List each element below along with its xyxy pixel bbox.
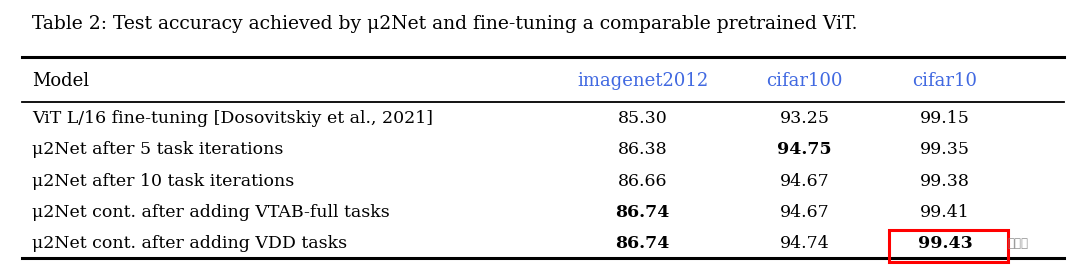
Text: Model: Model xyxy=(32,72,90,90)
Text: imagenet2012: imagenet2012 xyxy=(577,72,708,90)
Text: cifar10: cifar10 xyxy=(913,72,977,90)
Text: μ2Net after 10 task iterations: μ2Net after 10 task iterations xyxy=(32,173,295,190)
Text: 99.15: 99.15 xyxy=(920,110,970,127)
Text: 86.66: 86.66 xyxy=(618,173,667,190)
Text: μ2Net cont. after adding VDD tasks: μ2Net cont. after adding VDD tasks xyxy=(32,235,348,252)
Text: 86.74: 86.74 xyxy=(616,204,670,221)
Text: μ2Net cont. after adding VTAB-full tasks: μ2Net cont. after adding VTAB-full tasks xyxy=(32,204,390,221)
Text: 94.67: 94.67 xyxy=(780,173,829,190)
Text: 99.38: 99.38 xyxy=(920,173,970,190)
Text: 中文网: 中文网 xyxy=(1008,237,1028,250)
Text: 86.74: 86.74 xyxy=(616,235,670,252)
Text: 93.25: 93.25 xyxy=(780,110,829,127)
Text: 94.75: 94.75 xyxy=(778,141,832,158)
Text: cifar100: cifar100 xyxy=(767,72,842,90)
Text: 94.74: 94.74 xyxy=(780,235,829,252)
Text: 99.35: 99.35 xyxy=(920,141,970,158)
Text: ViT L/16 fine-tuning [Dosovitskiy et al., 2021]: ViT L/16 fine-tuning [Dosovitskiy et al.… xyxy=(32,110,433,127)
Text: 85.30: 85.30 xyxy=(618,110,667,127)
Text: μ2Net after 5 task iterations: μ2Net after 5 task iterations xyxy=(32,141,284,158)
Text: 86.38: 86.38 xyxy=(618,141,667,158)
Text: 99.43: 99.43 xyxy=(918,235,972,252)
Text: 99.41: 99.41 xyxy=(920,204,970,221)
Text: 94.67: 94.67 xyxy=(780,204,829,221)
Text: Table 2: Test accuracy achieved by μ2Net and fine-tuning a comparable pretrained: Table 2: Test accuracy achieved by μ2Net… xyxy=(32,15,858,33)
